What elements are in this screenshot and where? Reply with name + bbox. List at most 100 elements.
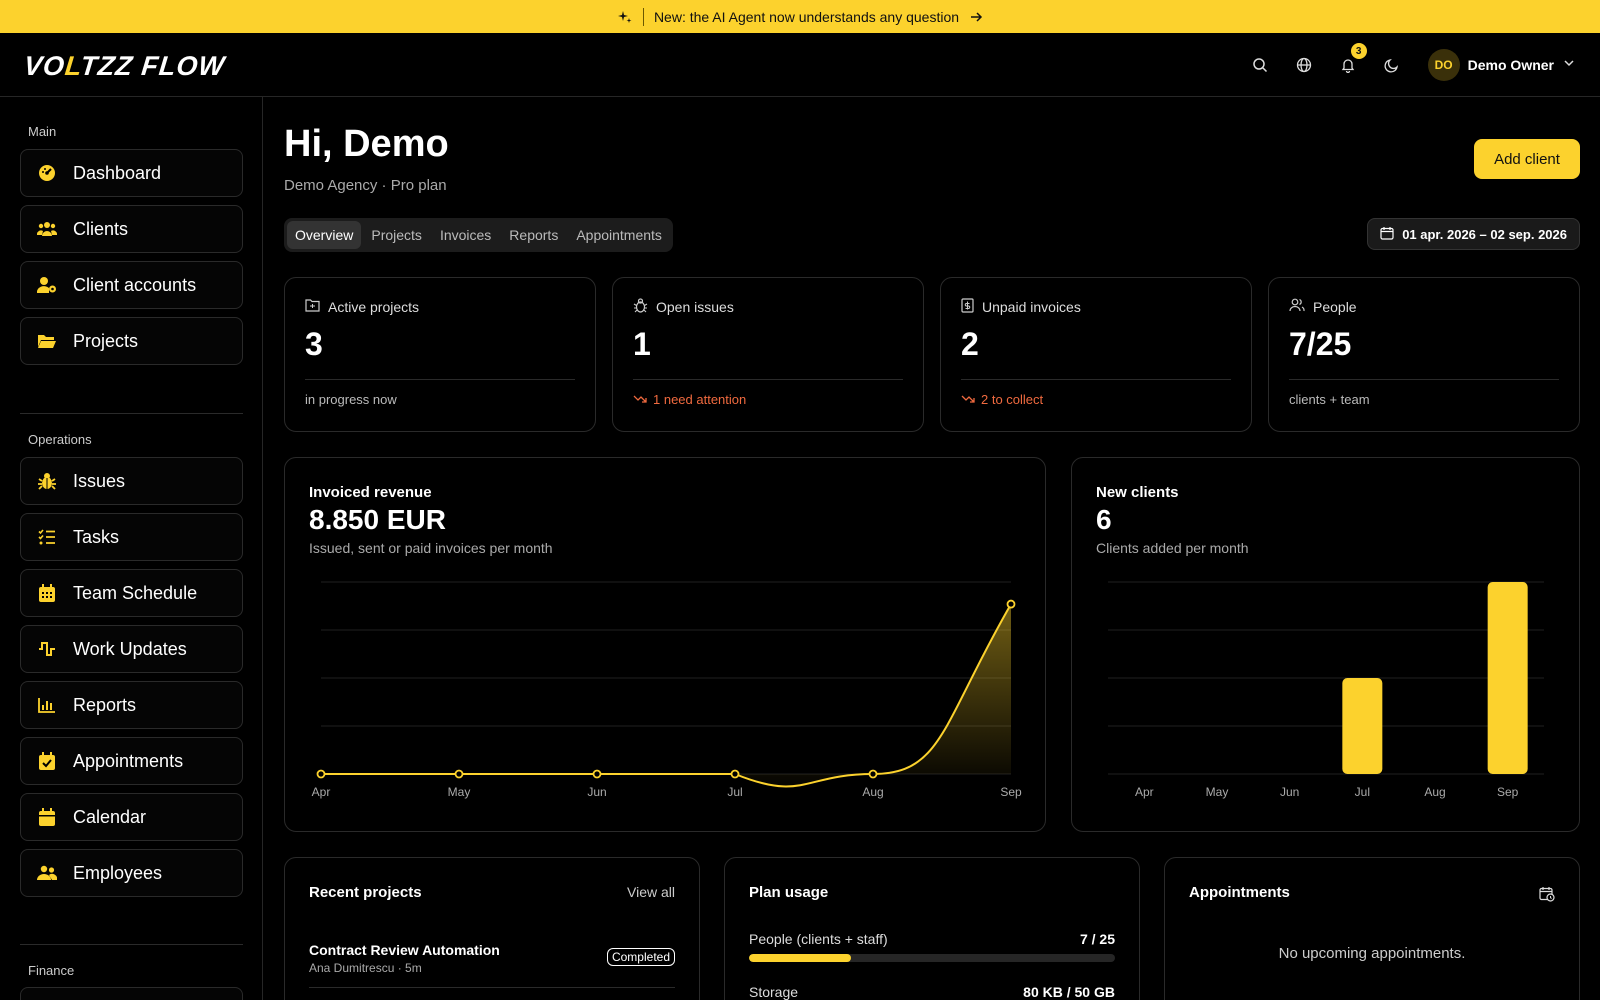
- sidebar-item-label: Client accounts: [73, 274, 197, 295]
- sidebar-item-issues[interactable]: Issues: [20, 457, 243, 505]
- x-tick-label: Aug: [1424, 785, 1445, 799]
- sidebar-item-employees[interactable]: Employees: [20, 849, 243, 897]
- stat-value: 1: [633, 326, 651, 362]
- sidebar-section-finance: Finance: [28, 963, 75, 978]
- tab-overview[interactable]: Overview: [287, 221, 362, 249]
- new-clients-chart-card: New clients 6 Clients added per month Ap…: [1071, 457, 1580, 832]
- stat-card-unpaid-invoices[interactable]: Unpaid invoices 2 2 to collect: [940, 277, 1252, 432]
- stat-card-active-projects[interactable]: Active projects 3 in progress now: [284, 277, 596, 432]
- x-tick-label: Apr: [1135, 785, 1154, 799]
- announcement-banner[interactable]: New: the AI Agent now understands any qu…: [0, 0, 1600, 33]
- sidebar-item-label: Tasks: [73, 526, 120, 547]
- sidebar-item-tasks[interactable]: Tasks: [20, 513, 243, 561]
- sidebar-divider: [20, 413, 243, 414]
- calendar-grid-icon: [37, 583, 57, 603]
- sidebar-section-operations: Operations: [28, 432, 92, 447]
- bell-icon[interactable]: 3: [1336, 43, 1367, 77]
- user-menu[interactable]: DO Demo Owner: [1427, 49, 1576, 81]
- moon-icon[interactable]: [1380, 53, 1404, 77]
- invoice-icon: [961, 298, 974, 316]
- sidebar-divider: [20, 944, 243, 945]
- usage-progress-fill: [749, 954, 852, 962]
- arrow-right-icon[interactable]: [969, 10, 983, 24]
- stat-divider: [1289, 379, 1559, 380]
- calendar-clock-icon[interactable]: [1539, 886, 1555, 907]
- sidebar-item-label: Projects: [73, 330, 139, 351]
- sidebar-item-client-accounts[interactable]: Client accounts: [20, 261, 243, 309]
- page-title: Hi, Demo: [284, 123, 449, 165]
- tab-reports[interactable]: Reports: [509, 227, 559, 243]
- x-tick-label: Aug: [862, 785, 883, 799]
- chevron-down-icon: [1562, 56, 1576, 75]
- sidebar-item-work-updates[interactable]: Work Updates: [20, 625, 243, 673]
- people-icon: [37, 863, 57, 883]
- sidebar-item-label: Clients: [73, 218, 129, 239]
- sparkles-icon: [617, 9, 633, 25]
- stat-card-open-issues[interactable]: Open issues 1 1 need attention: [612, 277, 924, 432]
- stat-footnote: 1 need attention: [633, 392, 746, 407]
- data-point: [454, 769, 464, 779]
- banner-text[interactable]: New: the AI Agent now understands any qu…: [653, 8, 960, 25]
- tab-appointments[interactable]: Appointments: [576, 227, 662, 243]
- chart-total: 6: [1096, 504, 1112, 535]
- stat-footnote: clients + team: [1289, 392, 1370, 407]
- area-fill: [321, 604, 1011, 787]
- date-range-picker[interactable]: 01 apr. 2026 – 02 sep. 2026: [1367, 218, 1580, 250]
- view-all-link[interactable]: View all: [627, 884, 675, 900]
- brand-logo[interactable]: VOLTZZ FLOW: [22, 51, 226, 82]
- sidebar-item-dashboard[interactable]: Dashboard: [20, 149, 243, 197]
- folder-icon: [37, 331, 57, 351]
- new-clients-chart: Apr May Jun Jul Aug Sep: [1108, 581, 1544, 799]
- usage-label: People (clients + staff): [749, 931, 888, 947]
- search-icon[interactable]: [1248, 53, 1272, 77]
- stat-footnote-text: 2 to collect: [981, 392, 1044, 407]
- dashboard-icon: [37, 163, 57, 183]
- sidebar-item-label: Issues: [73, 470, 126, 491]
- list-item[interactable]: Contract Review Automation Ana Dumitresc…: [309, 940, 675, 988]
- tab-invoices[interactable]: Invoices: [439, 227, 492, 243]
- globe-icon[interactable]: [1292, 53, 1316, 77]
- series-line: [320, 603, 1012, 788]
- sidebar-item-team-schedule[interactable]: Team Schedule: [20, 569, 243, 617]
- banner-divider: [642, 7, 644, 26]
- sidebar-item-finance-first[interactable]: [20, 987, 243, 1000]
- appointments-card: Appointments No upcoming appointments.: [1164, 857, 1580, 1000]
- project-name: Contract Review Automation: [309, 942, 500, 958]
- sidebar-item-label: Team Schedule: [73, 582, 198, 603]
- card-title: Recent projects: [309, 884, 422, 901]
- page-subtitle: Demo Agency · Pro plan: [284, 177, 447, 194]
- stat-divider: [961, 379, 1231, 380]
- bar: [1342, 678, 1383, 774]
- bug-outline-icon: [633, 298, 648, 316]
- logo-text: VOLTZZ FLOW: [22, 51, 227, 81]
- calendar-icon: [1380, 226, 1394, 243]
- x-tick-label: Apr: [312, 785, 331, 799]
- stat-footnote-text: 1 need attention: [653, 392, 747, 407]
- tab-bar: Overview Projects Invoices Reports Appoi…: [284, 218, 673, 252]
- pulse-icon: [37, 639, 57, 659]
- usage-value: 7 / 25: [1079, 931, 1115, 947]
- bug-icon: [37, 471, 57, 491]
- sidebar-item-label: Appointments: [73, 750, 184, 771]
- add-client-button[interactable]: Add client: [1474, 139, 1580, 179]
- users-icon: [37, 219, 57, 239]
- calendar-check-icon: [37, 751, 57, 771]
- date-range-text: 01 apr. 2026 – 02 sep. 2026: [1402, 226, 1567, 242]
- status-badge: Completed: [606, 948, 675, 966]
- sidebar-item-label: Work Updates: [73, 638, 187, 659]
- sidebar-item-appointments[interactable]: Appointments: [20, 737, 243, 785]
- sidebar-item-reports[interactable]: Reports: [20, 681, 243, 729]
- sidebar-item-calendar[interactable]: Calendar: [20, 793, 243, 841]
- sidebar: Main Dashboard Clients Client accounts P…: [0, 97, 263, 1000]
- x-tick-label: Jun: [587, 785, 606, 799]
- sidebar-item-projects[interactable]: Projects: [20, 317, 243, 365]
- sidebar-item-label: Employees: [73, 862, 163, 883]
- data-point: [868, 769, 878, 779]
- usage-label: Storage: [749, 984, 799, 1000]
- sidebar-item-clients[interactable]: Clients: [20, 205, 243, 253]
- tab-projects[interactable]: Projects: [371, 227, 422, 243]
- stat-card-people[interactable]: People 7/25 clients + team: [1268, 277, 1580, 432]
- chart-subtitle: Issued, sent or paid invoices per month: [309, 540, 553, 556]
- stat-label: Unpaid invoices: [982, 299, 1081, 315]
- data-point: [1006, 599, 1016, 609]
